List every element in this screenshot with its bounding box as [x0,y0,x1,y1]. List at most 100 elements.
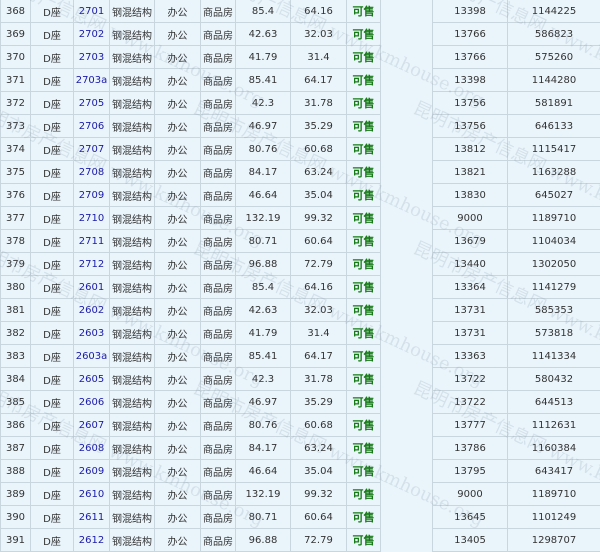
usage: 办公 [155,483,201,506]
room-number[interactable]: 2712 [74,253,110,276]
inner-area: 63.24 [291,437,347,460]
floor-area: 46.97 [236,391,291,414]
inner-area: 32.03 [291,23,347,46]
floor-area: 41.79 [236,322,291,345]
room-number[interactable]: 2702 [74,23,110,46]
inner-area: 64.16 [291,276,347,299]
room-number[interactable]: 2709 [74,184,110,207]
unit-price: 9000 [433,483,508,506]
inner-area: 64.17 [291,345,347,368]
total-price: 573818 [508,322,600,345]
spacer-cell [381,161,433,184]
total-price: 1141279 [508,276,600,299]
structure: 钢混结构 [110,506,155,529]
unit-price: 13731 [433,299,508,322]
room-number[interactable]: 2710 [74,207,110,230]
room-number[interactable]: 2602 [74,299,110,322]
inner-area: 60.68 [291,138,347,161]
room-number[interactable]: 2703 [74,46,110,69]
room-number[interactable]: 2611 [74,506,110,529]
building: D座 [31,460,74,483]
inner-area: 35.29 [291,115,347,138]
spacer-cell [381,529,433,552]
room-number[interactable]: 2601 [74,276,110,299]
total-price: 1115417 [508,138,600,161]
row-number: 383 [1,345,31,368]
floor-area: 80.76 [236,138,291,161]
room-number[interactable]: 2706 [74,115,110,138]
room-number[interactable]: 2711 [74,230,110,253]
room-number[interactable]: 2603a [74,345,110,368]
property-type: 商品房 [201,460,236,483]
sale-status: 可售 [347,460,381,483]
structure: 钢混结构 [110,92,155,115]
sale-status: 可售 [347,483,381,506]
sale-status: 可售 [347,92,381,115]
property-type: 商品房 [201,483,236,506]
property-type: 商品房 [201,414,236,437]
total-price: 1101249 [508,506,600,529]
room-number[interactable]: 2708 [74,161,110,184]
usage: 办公 [155,529,201,552]
total-price: 1160384 [508,437,600,460]
sale-status: 可售 [347,69,381,92]
row-number: 381 [1,299,31,322]
room-number[interactable]: 2707 [74,138,110,161]
unit-price: 13645 [433,506,508,529]
room-number[interactable]: 2603 [74,322,110,345]
room-number[interactable]: 2612 [74,529,110,552]
total-price: 1189710 [508,483,600,506]
inner-area: 31.78 [291,92,347,115]
sale-status: 可售 [347,391,381,414]
usage: 办公 [155,253,201,276]
building: D座 [31,138,74,161]
sale-status: 可售 [347,506,381,529]
spacer-cell [381,506,433,529]
inner-area: 60.64 [291,506,347,529]
structure: 钢混结构 [110,23,155,46]
row-number: 380 [1,276,31,299]
property-type: 商品房 [201,299,236,322]
inner-area: 31.78 [291,368,347,391]
room-number[interactable]: 2605 [74,368,110,391]
property-type: 商品房 [201,322,236,345]
spacer-cell [381,115,433,138]
sale-status: 可售 [347,23,381,46]
spacer-cell [381,46,433,69]
spacer-cell [381,207,433,230]
property-type: 商品房 [201,138,236,161]
room-number[interactable]: 2703a [74,69,110,92]
building: D座 [31,207,74,230]
room-number[interactable]: 2608 [74,437,110,460]
room-number[interactable]: 2606 [74,391,110,414]
sale-status: 可售 [347,276,381,299]
sale-status: 可售 [347,161,381,184]
building: D座 [31,345,74,368]
room-number[interactable]: 2609 [74,460,110,483]
spacer-cell [381,368,433,391]
usage: 办公 [155,115,201,138]
structure: 钢混结构 [110,322,155,345]
room-number[interactable]: 2607 [74,414,110,437]
floor-area: 84.17 [236,161,291,184]
building: D座 [31,46,74,69]
property-type: 商品房 [201,0,236,23]
floor-area: 46.64 [236,184,291,207]
property-type: 商品房 [201,92,236,115]
row-number: 389 [1,483,31,506]
total-price: 645027 [508,184,600,207]
room-number[interactable]: 2701 [74,0,110,23]
building: D座 [31,414,74,437]
building: D座 [31,184,74,207]
property-type: 商品房 [201,69,236,92]
structure: 钢混结构 [110,460,155,483]
room-number[interactable]: 2610 [74,483,110,506]
room-number[interactable]: 2705 [74,92,110,115]
